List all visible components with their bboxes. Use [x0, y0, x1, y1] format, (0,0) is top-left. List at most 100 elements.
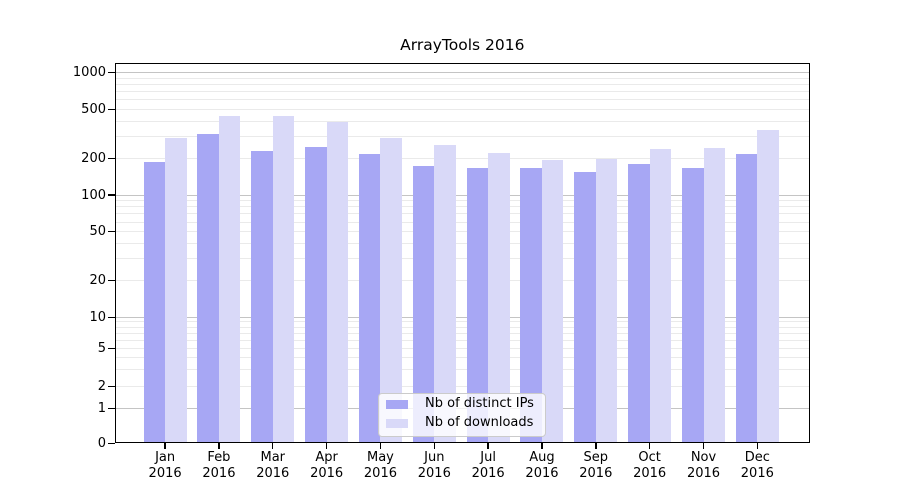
x-tick-year: 2016	[579, 465, 613, 481]
x-tick-year: 2016	[148, 465, 182, 481]
grid-line-minor	[114, 279, 810, 281]
bar-distinct-ips	[520, 167, 542, 444]
x-tick	[164, 443, 166, 449]
bar-distinct-ips	[251, 151, 273, 444]
x-tick-year: 2016	[633, 465, 667, 481]
x-tick-label: Dec 2016	[730, 450, 784, 481]
grid-line-minor	[114, 109, 810, 111]
y-tick-label: 200	[81, 150, 106, 166]
grid-line-minor	[114, 385, 810, 387]
grid-line-minor	[114, 77, 810, 79]
y-tick	[108, 231, 115, 233]
x-tick	[702, 443, 705, 449]
y-tick	[108, 407, 115, 409]
x-tick	[325, 443, 328, 449]
y-tick	[108, 385, 115, 387]
y-tick-label: 50	[89, 224, 106, 240]
x-tick-year: 2016	[310, 465, 344, 481]
y-tick-label: 1	[97, 400, 106, 416]
bar-distinct-ips	[682, 167, 704, 444]
x-tick-year: 2016	[471, 465, 505, 481]
grid-line-minor	[114, 200, 810, 202]
grid-line-minor	[114, 326, 810, 328]
x-tick-label: Sep 2016	[569, 450, 623, 481]
x-tick	[379, 443, 382, 449]
grid-line-minor	[114, 321, 810, 323]
y-tick-label: 10	[89, 309, 106, 325]
x-tick-label: Mar 2016	[246, 450, 300, 481]
grid-line-major	[114, 194, 810, 196]
x-tick-month: Sep	[583, 450, 609, 465]
bar-downloads	[757, 130, 779, 444]
grid-line-minor	[114, 99, 810, 101]
bar-downloads	[272, 116, 295, 444]
bar-distinct-ips	[628, 164, 650, 444]
x-tick-month: Jun	[424, 450, 445, 465]
bar-distinct-ips	[197, 134, 219, 444]
x-tick-month: Dec	[744, 450, 770, 465]
y-tick-label: 2	[97, 378, 106, 394]
x-tick-label: May 2016	[353, 450, 407, 481]
y-tick-label: 0	[97, 435, 106, 451]
bar-downloads	[541, 160, 564, 444]
grid-line-major	[114, 316, 810, 318]
bar-downloads	[434, 144, 456, 444]
bar-distinct-ips	[358, 154, 381, 444]
x-tick-label: Jun 2016	[407, 450, 461, 481]
bar-downloads	[326, 121, 349, 444]
x-tick	[541, 443, 543, 449]
grid-line-minor	[114, 332, 810, 334]
y-tick-label: 5	[97, 340, 106, 356]
y-tick-label: 100	[81, 187, 106, 203]
bar-distinct-ips	[143, 161, 166, 444]
chart-title: ArrayTools 2016	[400, 36, 525, 54]
grid-line-minor	[114, 91, 810, 93]
x-tick-month: Nov	[690, 450, 717, 465]
x-tick-year: 2016	[740, 465, 774, 481]
bar-distinct-ips	[412, 165, 435, 444]
legend-label-distinct-ips: Nb of distinct IPs	[425, 395, 534, 411]
bar-distinct-ips	[305, 146, 327, 444]
grid-line-minor	[114, 258, 810, 260]
grid-line-minor	[114, 136, 810, 138]
y-tick-label: 20	[89, 272, 106, 288]
y-tick	[108, 442, 115, 444]
bar-downloads	[380, 137, 402, 444]
x-tick-month: Jan	[155, 450, 176, 465]
grid-line-minor	[114, 347, 810, 349]
x-tick	[433, 443, 435, 449]
bar-downloads	[703, 148, 725, 444]
x-tick-month: Feb	[207, 450, 231, 465]
grid-line-minor	[114, 243, 810, 245]
x-tick	[595, 443, 597, 449]
bar-downloads	[649, 149, 672, 444]
bar-downloads	[165, 137, 187, 444]
y-tick	[108, 316, 115, 318]
x-tick-label: Oct 2016	[623, 450, 677, 481]
x-tick-month: May	[367, 450, 394, 465]
grid-line-minor	[114, 231, 810, 233]
grid-line-minor	[114, 121, 810, 122]
grid-line-minor	[114, 84, 810, 86]
grid-line-minor	[114, 357, 810, 359]
x-tick-label: Nov 2016	[677, 450, 731, 481]
x-tick-year: 2016	[202, 465, 236, 481]
x-tick-month: Jul	[480, 450, 496, 465]
x-tick-label: Jan 2016	[138, 450, 192, 481]
legend-label-downloads: Nb of downloads	[425, 414, 534, 430]
y-tick	[108, 72, 115, 74]
legend-swatch-distinct-ips	[386, 399, 408, 409]
x-tick-month: Mar	[260, 450, 286, 465]
x-tick-year: 2016	[363, 465, 397, 481]
x-tick	[648, 443, 651, 449]
x-tick-label: Feb 2016	[192, 450, 246, 481]
x-tick	[487, 443, 489, 449]
x-tick-year: 2016	[686, 465, 721, 481]
x-tick	[272, 443, 274, 449]
y-tick	[108, 109, 115, 111]
x-tick-label: Aug 2016	[515, 450, 569, 481]
grid-line-major	[114, 72, 810, 74]
grid-line-minor	[114, 221, 810, 223]
x-tick-label: Jul 2016	[461, 450, 515, 481]
x-tick-month: Apr	[315, 450, 338, 465]
